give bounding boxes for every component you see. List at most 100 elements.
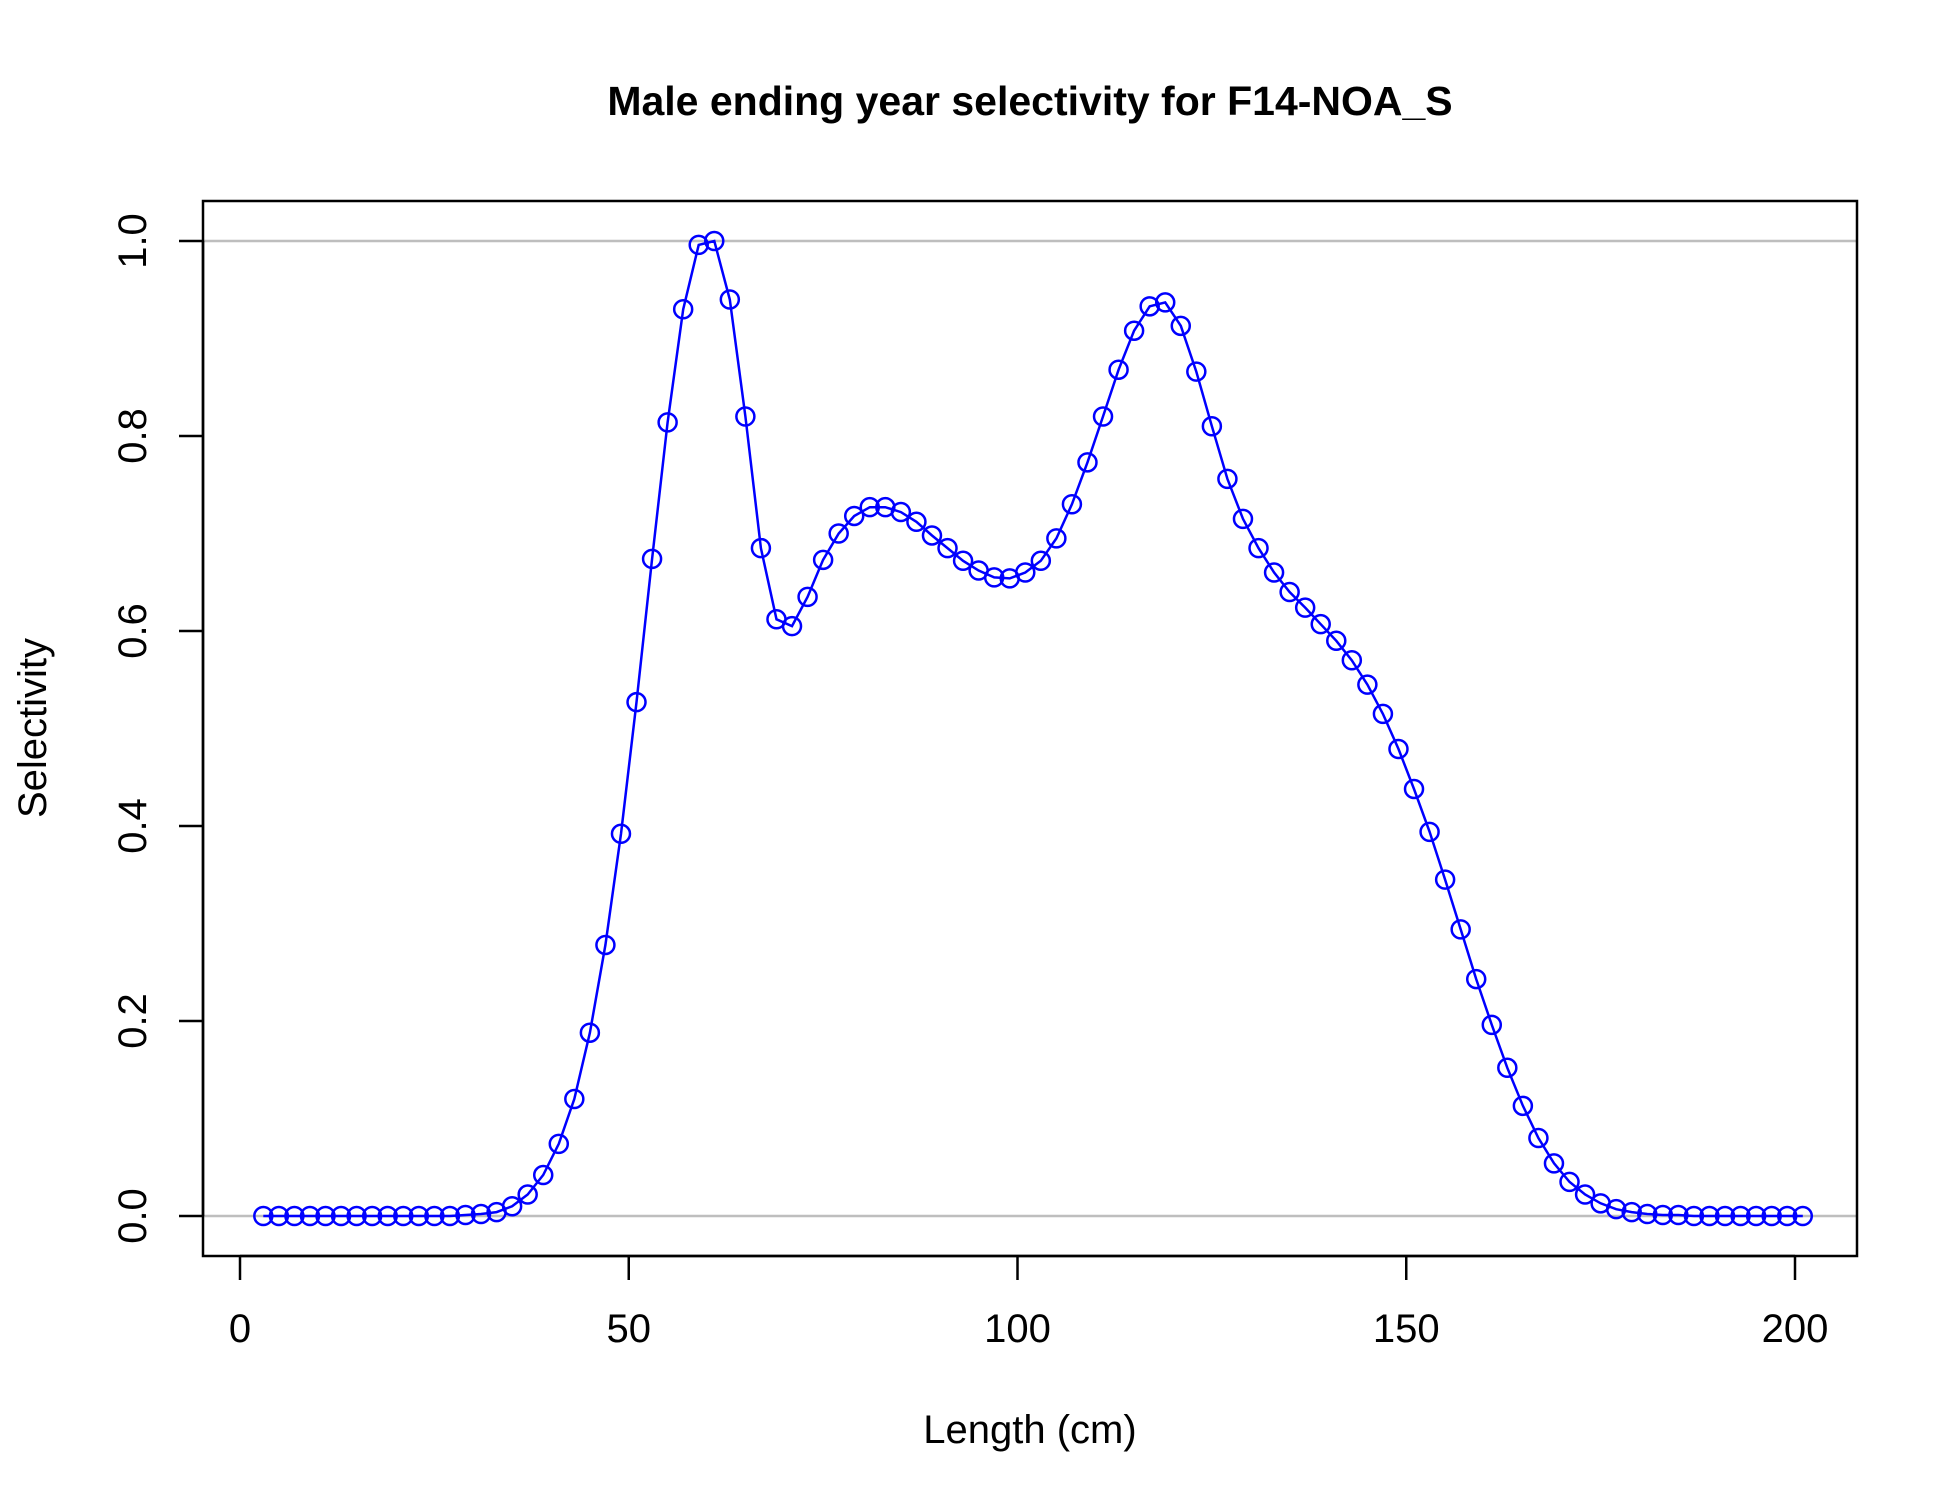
- data-point: [1015, 562, 1036, 583]
- data-point: [455, 1204, 476, 1226]
- data-point: [1637, 1203, 1658, 1225]
- x-tick-label: 50: [607, 1307, 652, 1351]
- data-point: [1030, 550, 1052, 572]
- data-point: [548, 1133, 570, 1155]
- data-point: [1559, 1171, 1580, 1193]
- data-point: [952, 550, 974, 572]
- data-point: [1279, 581, 1300, 603]
- data-point: [1434, 869, 1456, 890]
- data-point: [1465, 968, 1487, 990]
- data-point: [1326, 630, 1347, 651]
- data-point: [1450, 919, 1471, 940]
- data-point: [532, 1164, 554, 1186]
- data-point: [1481, 1014, 1503, 1036]
- y-tick-label: 0.6: [111, 603, 155, 659]
- data-point: [1776, 1205, 1798, 1227]
- data-point: [1699, 1205, 1720, 1227]
- data-point: [1263, 562, 1285, 583]
- data-point: [672, 299, 694, 320]
- data-point: [1497, 1057, 1518, 1079]
- data-point: [1388, 738, 1409, 760]
- data-point: [735, 406, 756, 427]
- data-point: [1357, 674, 1378, 695]
- data-point: [1046, 528, 1067, 549]
- data-point: [564, 1088, 585, 1110]
- reference-lines: [203, 239, 1857, 1218]
- data-point: [1652, 1204, 1674, 1226]
- data-point: [1170, 315, 1192, 337]
- data-point: [393, 1205, 414, 1227]
- data-point: [1310, 613, 1331, 635]
- data-point: [750, 537, 772, 559]
- data-point: [1528, 1127, 1549, 1149]
- data-point: [797, 586, 818, 608]
- data-point: [1512, 1095, 1534, 1117]
- data-point: [595, 934, 616, 956]
- data-point: [346, 1205, 367, 1227]
- data-point: [330, 1205, 352, 1227]
- data-point: [843, 505, 865, 527]
- data-point: [408, 1205, 430, 1227]
- data-point: [1761, 1205, 1782, 1227]
- data-point: [641, 548, 663, 570]
- data-point: [1668, 1204, 1689, 1226]
- data-point: [1543, 1153, 1565, 1174]
- data-point: [1201, 416, 1223, 437]
- y-tick-label: 0.0: [111, 1188, 155, 1244]
- y-tick-label: 1.0: [111, 213, 155, 269]
- data-point: [424, 1205, 445, 1227]
- data-point: [812, 549, 834, 571]
- data-point: [253, 1205, 274, 1227]
- data-point: [1139, 296, 1160, 317]
- data-point: [470, 1203, 492, 1225]
- data-point: [1683, 1205, 1705, 1227]
- data-point: [719, 289, 741, 310]
- data-point: [284, 1205, 305, 1227]
- data-point: [1745, 1205, 1767, 1227]
- data-point: [657, 412, 678, 433]
- y-axis-label: Selectivity: [11, 638, 55, 818]
- data-point: [1294, 597, 1316, 618]
- data-point: [268, 1205, 290, 1227]
- data-point: [1419, 821, 1440, 843]
- y-tick-label: 0.4: [111, 798, 155, 854]
- data-point: [704, 230, 725, 252]
- data-point: [859, 496, 881, 518]
- data-point: [1714, 1205, 1736, 1227]
- data-point: [439, 1205, 461, 1227]
- selectivity-series: [253, 230, 1814, 1227]
- data-point: [828, 523, 849, 544]
- data-point: [983, 567, 1005, 588]
- y-axis: 0.0 0.2 0.4 0.6 0.8 1.0: [111, 213, 205, 1244]
- data-point: [1341, 650, 1363, 671]
- data-point: [781, 615, 803, 637]
- x-tick-label: 200: [1762, 1307, 1829, 1351]
- data-point: [1077, 452, 1098, 473]
- x-tick-label: 150: [1373, 1307, 1440, 1351]
- data-point: [1605, 1198, 1627, 1220]
- x-tick-label: 0: [229, 1307, 251, 1351]
- x-axis: 0 50 100 150 200: [229, 1254, 1829, 1351]
- data-point: [1186, 361, 1207, 382]
- data-point: [1061, 494, 1083, 515]
- data-point: [361, 1205, 383, 1227]
- data-point: [579, 1022, 601, 1043]
- data-point: [1232, 508, 1254, 530]
- data-point: [906, 511, 927, 533]
- data-point: [501, 1196, 523, 1217]
- data-point: [1574, 1184, 1596, 1205]
- data-point: [1092, 406, 1114, 427]
- data-point: [299, 1205, 321, 1227]
- data-point: [626, 691, 647, 713]
- data-point: [1792, 1205, 1814, 1227]
- data-point: [1730, 1205, 1751, 1227]
- data-point: [1108, 359, 1129, 380]
- data-point: [1248, 537, 1269, 559]
- data-point: [517, 1184, 538, 1205]
- data-point: [610, 823, 632, 845]
- data-point: [1621, 1201, 1642, 1223]
- y-tick-label: 0.2: [111, 993, 155, 1049]
- y-tick-label: 0.8: [111, 408, 155, 464]
